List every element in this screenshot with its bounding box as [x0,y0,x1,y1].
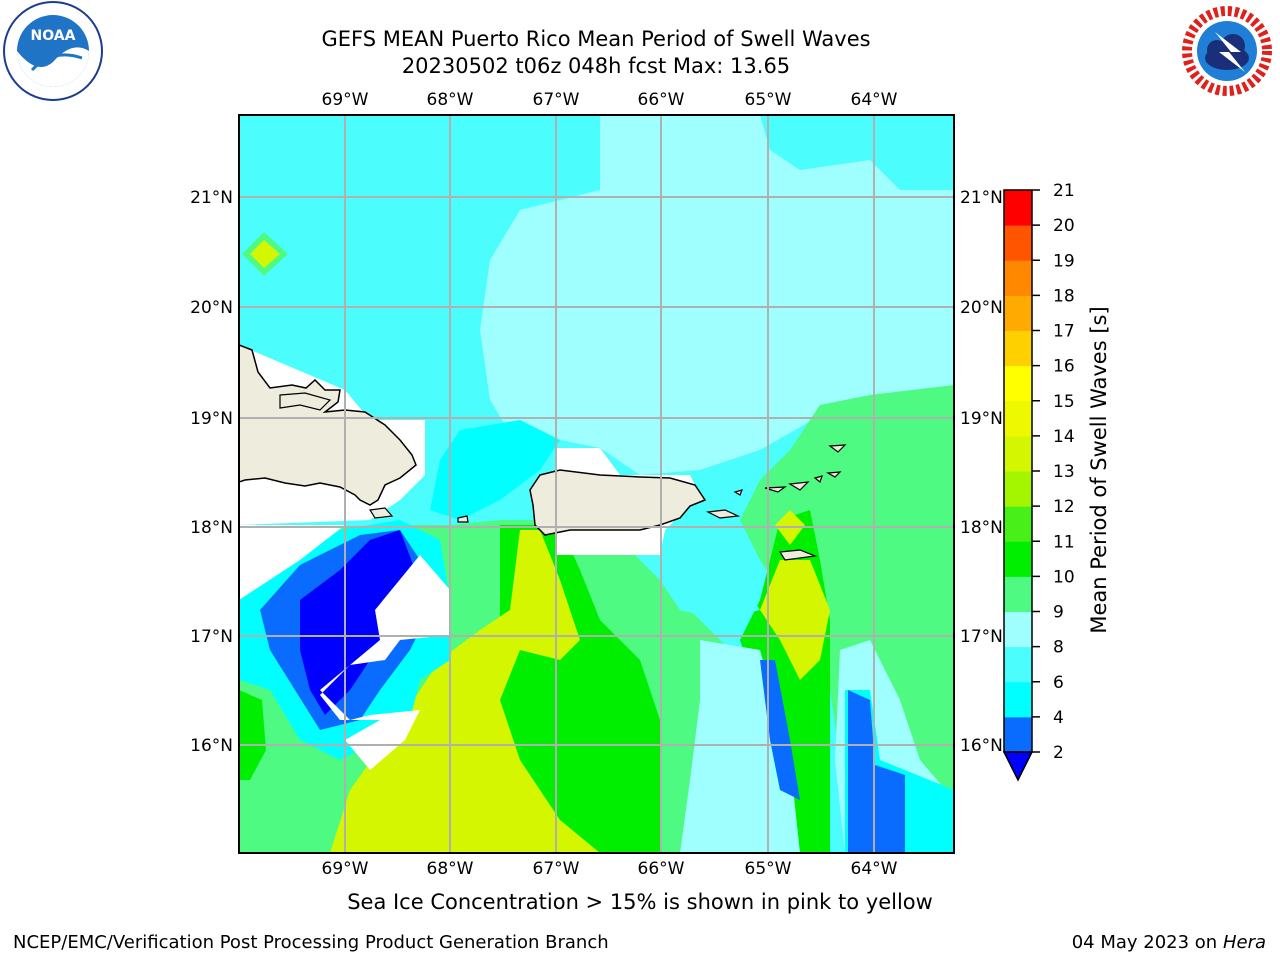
colorbar-tick-label: 13 [1053,462,1075,482]
islands-virgin [733,444,847,496]
lon-label-top: 65°W [745,90,792,110]
colorbar-tick-label: 6 [1053,673,1064,693]
colorbar-segment [1004,190,1032,226]
lon-label-top: 64°W [851,90,898,110]
lat-label-right: 18°N [960,518,1003,538]
contour-fill-13-14 [330,530,600,853]
island-mona [457,515,469,523]
colorbar-segment [1004,541,1032,577]
mask-hispaniola-b [239,525,345,600]
lat-label-left: 18°N [190,518,233,538]
colorbar-segment [1004,330,1032,367]
lon-label-bottom: 68°W [427,859,474,879]
contour-fill-6-8 [430,420,560,520]
map-gridlines [239,115,954,853]
hispaniola-land [239,344,417,506]
lon-label-bottom: 66°W [638,859,685,879]
colorbar-label: Mean Period of Swell Waves [s] [1087,306,1111,633]
colorbar-tick-label: 4 [1053,708,1064,728]
colorbar-tick-label: 21 [1053,181,1075,201]
lon-label-bottom: 69°W [322,859,369,879]
lat-label-right: 20°N [960,298,1003,318]
colorbar: 2 4 6 8 9 10 11 12 13 14 15 16 17 18 19 20 21 [1002,181,1075,782]
island-north-hispaniola [279,392,332,411]
colorbar-tick-label: 10 [1053,567,1075,587]
island-vieques [705,509,741,519]
footer-date: 04 May 2023 on Hera [1071,932,1266,953]
contour-fill-4-6-se-b [760,660,800,800]
noaa-logo-icon: NOAA [3,1,103,101]
colorbar-tick-label: 20 [1053,216,1075,236]
colorbar-segment [1004,681,1032,718]
contour-fill-2-4-west [300,530,415,715]
colorbar-tick-label: 16 [1053,357,1075,377]
colorbar-tick-label: 8 [1053,638,1064,658]
colorbar-tick-label: 12 [1053,497,1075,517]
lon-label-bottom: 64°W [851,859,898,879]
swell-period-field [239,115,954,853]
nws-logo-icon [1179,3,1275,99]
lat-label-left: 19°N [190,409,233,429]
lon-label-top: 69°W [322,90,369,110]
lat-label-left: 20°N [190,298,233,318]
colorbar-segment [1004,471,1032,507]
contour-fill-ne [760,115,954,190]
contour-fill-8-9-mid [640,550,760,620]
island-st-croix [778,549,818,561]
colorbar-under-arrow [1002,751,1034,782]
lon-label-bottom: 67°W [533,859,580,879]
colorbar-segment [1004,435,1032,472]
lat-label-right: 16°N [960,736,1003,756]
colorbar-tick-label: 18 [1053,286,1075,306]
colorbar-tick-label: 9 [1053,603,1064,623]
lon-label-top: 67°W [533,90,580,110]
colorbar-tick-label: 15 [1053,392,1075,412]
contour-fill-4-6-se [848,690,905,853]
colorbar-tick-label: 17 [1053,322,1075,342]
colorbar-segment [1004,506,1032,542]
lat-label-right: 19°N [960,409,1003,429]
lat-label-right: 17°N [960,627,1003,647]
lon-label-bottom: 65°W [745,859,792,879]
mask-south-west [320,555,450,770]
lon-label-top: 66°W [638,90,685,110]
lon-label-top: 68°W [427,90,474,110]
colorbar-segment [1004,646,1032,683]
colorbar-tick-label: 11 [1053,532,1075,552]
colorbar-segment [1004,716,1032,753]
lat-label-left: 16°N [190,736,233,756]
contour-fill-10-11-sw [239,690,266,780]
colorbar-segment [1004,576,1032,612]
svg-text:NOAA: NOAA [31,28,76,44]
chart-title: GEFS MEAN Puerto Rico Mean Period of Swe… [321,27,871,51]
lat-label-left: 17°N [190,627,233,647]
colorbar-tick-label: 19 [1053,251,1075,271]
colorbar-segment [1004,611,1032,648]
map-frame [238,114,955,854]
colorbar-segment [1004,225,1032,261]
footer-credit: NCEP/EMC/Verification Post Processing Pr… [13,932,609,953]
colorbar-tick-label: 14 [1053,427,1075,447]
colorbar-tick-label: 2 [1053,743,1064,763]
contour-fill-13-14-east [760,560,830,680]
chart-subtitle: 20230502 t06z 048h fcst Max: 13.65 [401,54,791,78]
colorbar-segment [1004,400,1032,437]
colorbar-segment [1004,260,1032,296]
colorbar-segment [1004,295,1032,331]
lat-label-right: 21°N [960,188,1003,208]
lat-label-left: 21°N [190,188,233,208]
sea-ice-note: Sea Ice Concentration > 15% is shown in … [347,890,933,914]
footer-machine: Hera [1222,932,1266,953]
contour-hotspot-nw-core [250,240,280,268]
colorbar-segment [1004,365,1032,402]
island-saona [368,507,394,519]
